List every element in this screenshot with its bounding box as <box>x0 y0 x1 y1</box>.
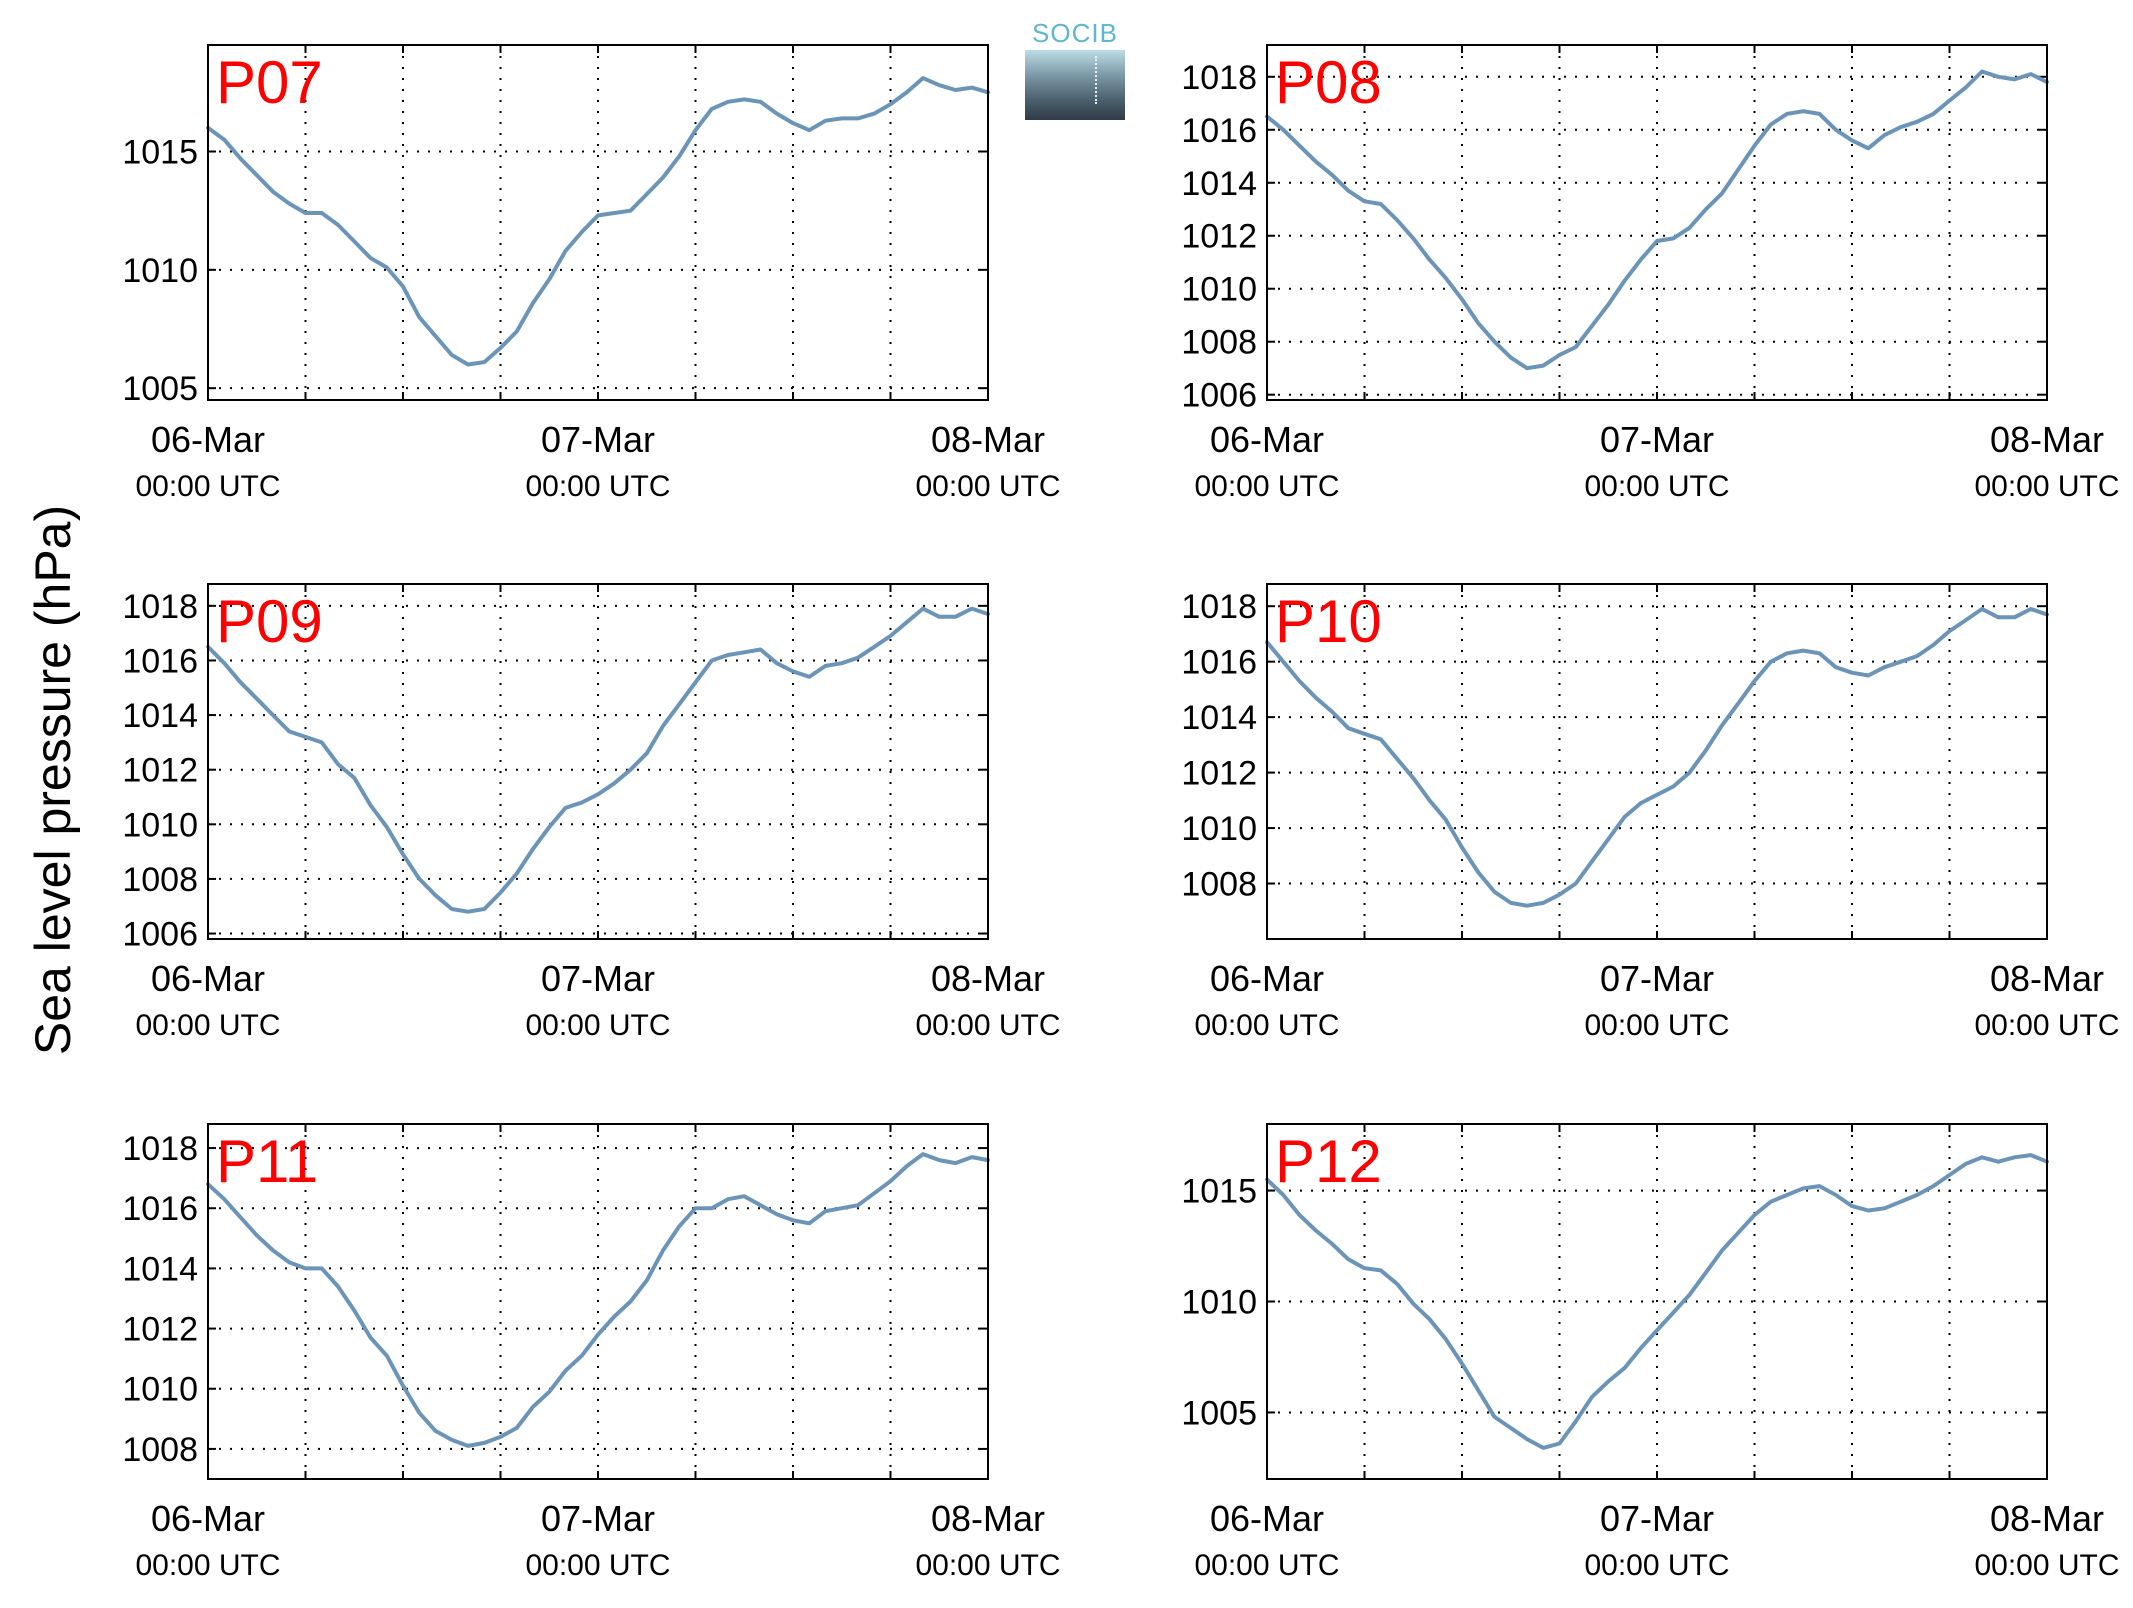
logo-dots <box>1095 56 1097 104</box>
x-tick-label-date: 07-Mar <box>1600 958 1714 999</box>
y-tick-label: 1008 <box>122 861 198 899</box>
x-tick-label-date: 06-Mar <box>1210 958 1324 999</box>
plot-frame <box>207 583 989 940</box>
station-label: P07 <box>216 49 323 116</box>
x-tick-label-time: 00:00 UTC <box>525 470 670 503</box>
y-tick-label: 1012 <box>122 1311 198 1349</box>
y-tick-label: 1008 <box>1181 866 1257 904</box>
y-tick-label: 1014 <box>1181 699 1257 737</box>
x-tick-label-time: 00:00 UTC <box>1194 1009 1339 1042</box>
y-tick-label: 1015 <box>1181 1173 1257 1211</box>
y-tick-label: 1018 <box>122 1130 198 1168</box>
station-label: P12 <box>1275 1128 1382 1195</box>
x-tick-label-date: 06-Mar <box>151 958 265 999</box>
ylabel-text: Sea level pressure (hPa) <box>25 505 80 1055</box>
y-tick-label: 1005 <box>1181 1394 1257 1432</box>
logo-graphic <box>1025 50 1125 120</box>
x-tick-label-date: 08-Mar <box>931 958 1045 999</box>
x-tick-label-time: 00:00 UTC <box>135 1009 280 1042</box>
y-tick-label: 1014 <box>122 697 198 735</box>
y-tick-label: 1012 <box>122 752 198 790</box>
y-axis-label: Sea level pressure (hPa) <box>25 505 80 1055</box>
y-tick-label: 1012 <box>1181 218 1257 256</box>
x-tick-label-date: 07-Mar <box>541 1498 655 1539</box>
x-tick-label-time: 00:00 UTC <box>1974 470 2119 503</box>
plot-frame <box>207 1123 989 1480</box>
y-tick-label: 1012 <box>1181 755 1257 793</box>
y-tick-label: 1008 <box>122 1431 198 1469</box>
plot-frame <box>1266 1123 2048 1480</box>
y-tick-label: 1010 <box>122 252 198 290</box>
panel-p10: 1008 1010 1012 1014 1016 1018 06-Mar 00:00 UTC 0… <box>1181 583 2120 1042</box>
x-tick-label-date: 06-Mar <box>1210 1498 1324 1539</box>
panel-p07: 1005 1010 1015 06-Mar 00:00 UTC 07-Mar 00:00 U… <box>122 44 1061 503</box>
plot-frame <box>1266 44 2048 401</box>
station-label: P09 <box>216 588 323 655</box>
pressure-line <box>1265 607 2049 908</box>
x-tick-label-time: 00:00 UTC <box>135 1549 280 1582</box>
pressure-line <box>206 76 990 367</box>
x-tick-label-date: 07-Mar <box>541 958 655 999</box>
x-tick-label-time: 00:00 UTC <box>915 1549 1060 1582</box>
y-tick-label: 1016 <box>1181 644 1257 682</box>
y-tick-label: 1006 <box>122 916 198 954</box>
x-tick-label-time: 00:00 UTC <box>1584 470 1729 503</box>
x-tick-label-time: 00:00 UTC <box>1194 470 1339 503</box>
y-tick-label: 1016 <box>122 1190 198 1228</box>
y-tick-label: 1010 <box>1181 271 1257 309</box>
x-tick-label-date: 07-Mar <box>541 419 655 460</box>
x-tick-label-date: 08-Mar <box>1990 1498 2104 1539</box>
x-tick-label-date: 08-Mar <box>1990 958 2104 999</box>
y-tick-label: 1010 <box>1181 810 1257 848</box>
x-tick-label-date: 06-Mar <box>1210 419 1324 460</box>
y-tick-label: 1018 <box>1181 588 1257 626</box>
plot-frame <box>1266 583 2048 940</box>
x-tick-label-time: 00:00 UTC <box>915 1009 1060 1042</box>
y-tick-label: 1016 <box>122 642 198 680</box>
y-tick-label: 1006 <box>1181 377 1257 415</box>
panel-p09: 1006 1008 1010 1012 1014 1016 1018 06-Mar 00:00 … <box>122 583 1061 1042</box>
pressure-line <box>206 606 990 914</box>
panel-p08: 1006 1008 1010 1012 1014 1016 1018 06-Mar 00:00 … <box>1181 44 2120 503</box>
y-tick-label: 1018 <box>1181 59 1257 97</box>
y-tick-label: 1010 <box>1181 1284 1257 1322</box>
x-tick-label-date: 06-Mar <box>151 1498 265 1539</box>
x-tick-label-time: 00:00 UTC <box>525 1009 670 1042</box>
x-tick-label-date: 07-Mar <box>1600 1498 1714 1539</box>
x-tick-label-date: 08-Mar <box>931 1498 1045 1539</box>
x-tick-label-time: 00:00 UTC <box>135 470 280 503</box>
station-label: P08 <box>1275 49 1382 116</box>
x-tick-label-time: 00:00 UTC <box>1584 1549 1729 1582</box>
y-tick-label: 1015 <box>122 134 198 172</box>
y-tick-label: 1014 <box>1181 165 1257 203</box>
y-tick-label: 1018 <box>122 588 198 626</box>
x-tick-label-time: 00:00 UTC <box>1974 1549 2119 1582</box>
y-tick-label: 1010 <box>122 1371 198 1409</box>
y-tick-label: 1010 <box>122 806 198 844</box>
x-tick-label-date: 06-Mar <box>151 419 265 460</box>
y-tick-label: 1008 <box>1181 324 1257 362</box>
panel-p11: 1008 1010 1012 1014 1016 1018 06-Mar 00:00 UTC 0… <box>122 1123 1061 1582</box>
station-label: P11 <box>216 1128 318 1195</box>
x-tick-label-date: 07-Mar <box>1600 419 1714 460</box>
x-tick-label-date: 08-Mar <box>931 419 1045 460</box>
logo-text: SOCIB <box>1032 18 1118 48</box>
station-label: P10 <box>1275 588 1382 655</box>
x-tick-label-time: 00:00 UTC <box>1974 1009 2119 1042</box>
x-tick-label-time: 00:00 UTC <box>915 470 1060 503</box>
x-tick-label-time: 00:00 UTC <box>525 1549 670 1582</box>
socib-logo: SOCIB <box>1025 18 1125 121</box>
panel-p12: 1005 1010 1015 06-Mar 00:00 UTC 07-Mar 00:00 U… <box>1181 1123 2120 1582</box>
pressure-line <box>1265 69 2049 371</box>
y-tick-label: 1016 <box>1181 112 1257 150</box>
pressure-line <box>1265 1153 2049 1450</box>
pressure-line <box>206 1152 990 1448</box>
x-tick-label-date: 08-Mar <box>1990 419 2104 460</box>
plot-frame <box>207 44 989 401</box>
y-tick-label: 1014 <box>122 1250 198 1288</box>
y-tick-label: 1005 <box>122 370 198 408</box>
x-tick-label-time: 00:00 UTC <box>1584 1009 1729 1042</box>
x-tick-label-time: 00:00 UTC <box>1194 1549 1339 1582</box>
